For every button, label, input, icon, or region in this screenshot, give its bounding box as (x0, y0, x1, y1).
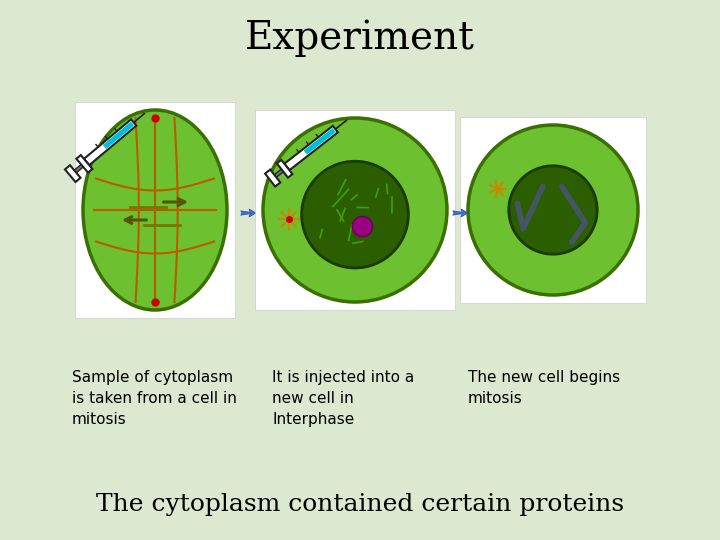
Polygon shape (65, 165, 81, 182)
Bar (460, 117, 646, 303)
Text: It is injected into a
new cell in
Interphase: It is injected into a new cell in Interp… (272, 370, 414, 427)
Text: The cytoplasm contained certain proteins: The cytoplasm contained certain proteins (96, 494, 624, 516)
Polygon shape (84, 119, 136, 165)
Polygon shape (103, 122, 134, 149)
Polygon shape (76, 155, 92, 173)
Bar (255, 110, 455, 310)
Circle shape (302, 161, 408, 268)
Text: Experiment: Experiment (245, 19, 475, 57)
Circle shape (352, 217, 372, 237)
Text: The new cell begins
mitosis: The new cell begins mitosis (468, 370, 620, 406)
Text: Sample of cytoplasm
is taken from a cell in
mitosis: Sample of cytoplasm is taken from a cell… (72, 370, 237, 427)
Ellipse shape (83, 110, 227, 310)
Polygon shape (304, 128, 336, 154)
Polygon shape (284, 126, 338, 170)
Polygon shape (276, 160, 292, 178)
Circle shape (263, 118, 447, 302)
Polygon shape (265, 170, 280, 186)
Circle shape (509, 166, 597, 254)
Polygon shape (273, 166, 288, 178)
Bar (75, 102, 235, 318)
Circle shape (468, 125, 638, 295)
Polygon shape (73, 161, 88, 174)
